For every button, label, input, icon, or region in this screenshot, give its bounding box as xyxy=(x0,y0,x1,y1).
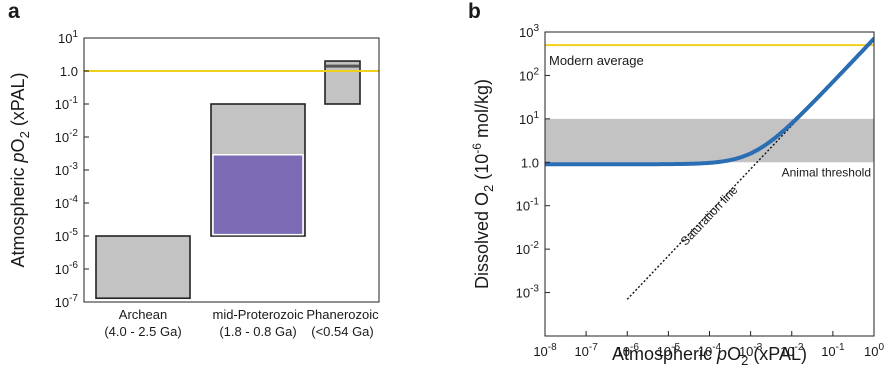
x-tick-label: 10-8 xyxy=(533,342,557,359)
range-box xyxy=(95,235,191,300)
category-range-label: (1.8 - 0.8 Ga) xyxy=(219,324,296,339)
y-tick-label: 10-4 xyxy=(55,194,79,211)
y-tick-label: 10-3 xyxy=(516,284,540,301)
y-tick-label: 10-6 xyxy=(55,260,79,277)
y-tick-label: 10-7 xyxy=(55,293,79,310)
category-label: mid-Proterozoic xyxy=(212,307,304,322)
modern-average-label: Modern average xyxy=(549,53,644,68)
category-label: Phanerozoic xyxy=(306,307,379,322)
x-tick-label: 10-2 xyxy=(780,342,804,359)
y-tick-label: 1.0 xyxy=(521,155,539,170)
inner-range-box xyxy=(212,153,304,236)
saturation-line-label: Saturation line xyxy=(678,183,741,249)
y-axis-label: Atmospheric pO2 (xPAL) xyxy=(8,73,32,268)
y-tick-label: 10-2 xyxy=(516,240,540,257)
x-tick-label: 10-6 xyxy=(616,342,640,359)
y-tick-label: 10-2 xyxy=(55,128,79,145)
x-tick-label: 10-5 xyxy=(657,342,681,359)
dissolved-o2-curve xyxy=(545,36,874,167)
y-tick-label: 103 xyxy=(519,23,539,40)
y-tick-label: 10-3 xyxy=(55,161,79,178)
y-tick-label: 10-1 xyxy=(516,197,540,214)
x-tick-label: 10-3 xyxy=(739,342,763,359)
animal-threshold-band xyxy=(545,118,874,163)
y-tick-label: 101 xyxy=(519,110,539,127)
x-tick-label: 10-7 xyxy=(574,342,598,359)
category-label: Archean xyxy=(119,307,167,322)
x-tick-label: 10-1 xyxy=(821,342,845,359)
category-range-label: (4.0 - 2.5 Ga) xyxy=(104,324,181,339)
plot-area xyxy=(545,36,874,300)
plot-frame xyxy=(544,31,875,337)
y-axis-label: Dissolved O2 (10-6 mol/kg) xyxy=(470,79,496,289)
range-box xyxy=(324,60,361,105)
x-tick-label: 100 xyxy=(864,342,884,359)
panel-b-chart: Modern average Animal threshold Saturation… xyxy=(470,23,884,366)
category-range-label: (<0.54 Ga) xyxy=(311,324,374,339)
panel-a-letter: a xyxy=(8,0,20,23)
y-tick-label: 10-5 xyxy=(55,227,79,244)
panel-b-letter: b xyxy=(468,0,481,23)
y-tick-label: 101 xyxy=(58,29,78,46)
panel-a-chart: Archean (4.0 - 2.5 Ga) mid-Proterozoic (1.8… xyxy=(8,29,380,339)
animal-threshold-label: Animal threshold xyxy=(782,165,871,179)
y-tick-label: 102 xyxy=(519,66,539,83)
y-tick-label: 1.0 xyxy=(60,64,78,79)
x-tick-label: 10-4 xyxy=(698,342,722,359)
y-tick-label: 10-1 xyxy=(55,95,79,112)
x-axis-label: Atmospheric pO2 (xPAL) xyxy=(612,344,807,366)
